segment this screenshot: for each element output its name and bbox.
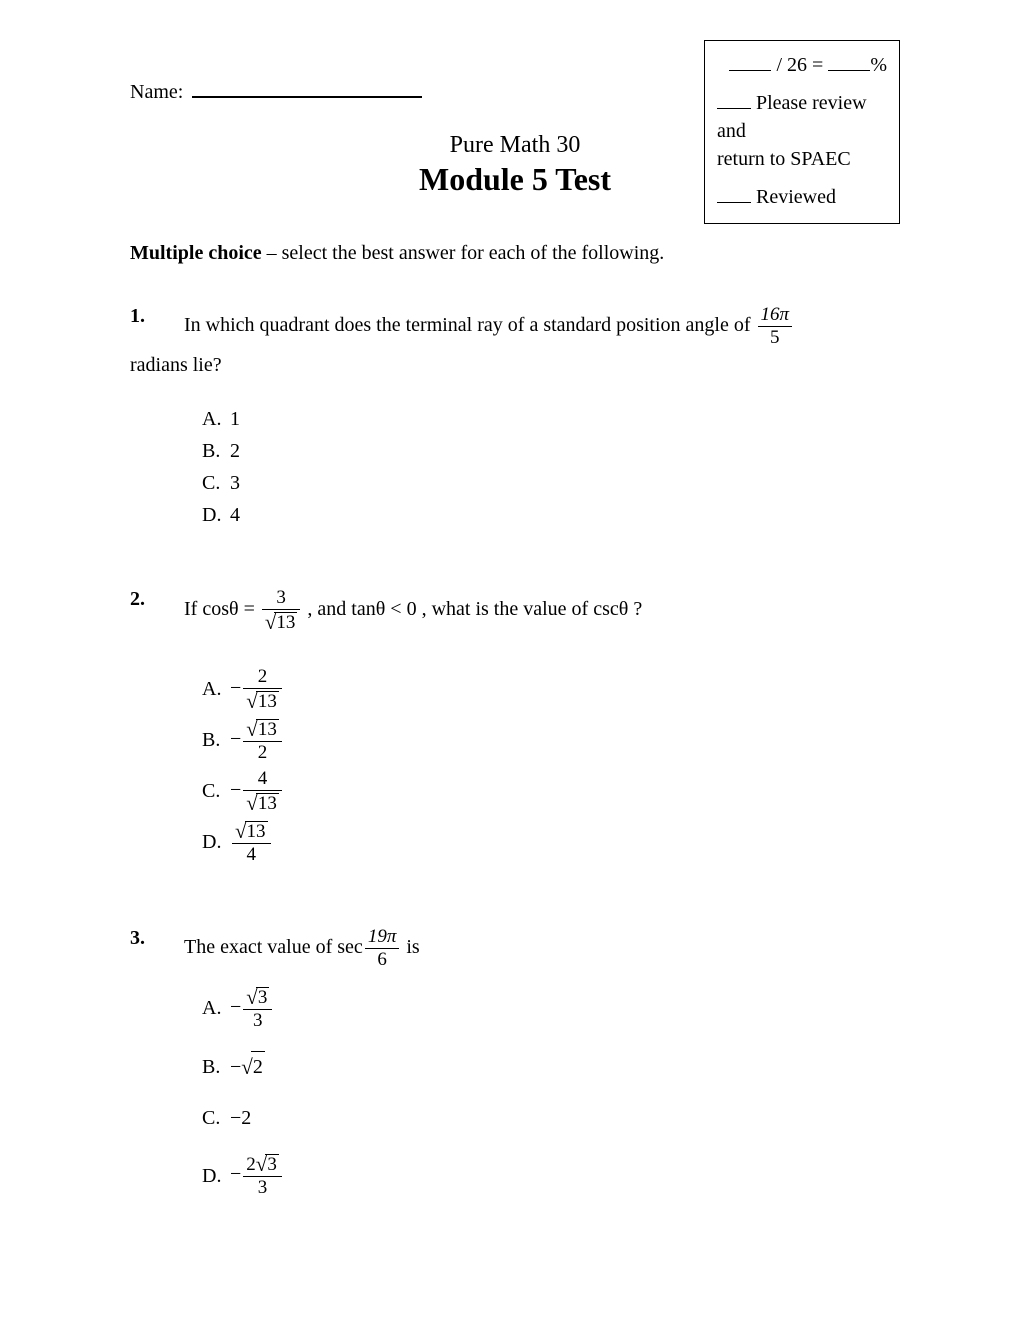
question-body: If cosθ = 3 √13 , and tanθ < 0 , what is… [184, 588, 900, 871]
question-number: 1. [130, 305, 184, 328]
review-line2: return to SPAEC [717, 145, 887, 173]
reviewed-check-blank[interactable] [717, 184, 751, 203]
score-total: 26 [787, 54, 807, 76]
instructions-bold: Multiple choice [130, 242, 262, 264]
choice-b[interactable]: B. −√132 [202, 718, 900, 763]
q1-line2: radians lie? [130, 350, 900, 380]
q3-sec: sec19π6 [337, 936, 406, 958]
choice-d[interactable]: D. −2√33 [202, 1153, 900, 1198]
choice-c[interactable]: C. −2 [202, 1103, 900, 1133]
name-blank[interactable] [192, 77, 422, 98]
choice-c[interactable]: C. −4√13 [202, 769, 900, 814]
score-blank[interactable] [729, 52, 771, 71]
q2-choices: A. −2√13 B. −√132 C. −4√13 D. √134 [202, 667, 900, 865]
choice-a[interactable]: A.1 [202, 404, 900, 434]
q1-text-pre: In which quadrant does the terminal ray … [184, 314, 756, 336]
review-check-blank[interactable] [717, 90, 751, 109]
q3-choices: A. −√33 B. −√2 C. −2 D. −2√33 [202, 986, 900, 1198]
question-body: In which quadrant does the terminal ray … [184, 305, 900, 532]
name-label: Name: [130, 81, 183, 103]
reviewed-row: Reviewed [717, 183, 887, 211]
question-number: 2. [130, 588, 184, 611]
question-number: 3. [130, 927, 184, 950]
q2-cos: cosθ = 3 √13 [202, 598, 307, 620]
choice-b[interactable]: B.2 [202, 436, 900, 466]
score-line[interactable]: / 26 = % [717, 51, 887, 79]
question-body: The exact value of sec19π6 is A. −√33 B.… [184, 927, 900, 1218]
question-3: 3. The exact value of sec19π6 is A. −√33… [130, 927, 900, 1218]
percent-sign: % [870, 54, 887, 76]
reviewed-label: Reviewed [756, 186, 836, 208]
instructions-rest: – select the best answer for each of the… [262, 242, 665, 264]
choice-d[interactable]: D.4 [202, 500, 900, 530]
question-2: 2. If cosθ = 3 √13 , and tanθ < 0 , what… [130, 588, 900, 871]
instructions: Multiple choice – select the best answer… [130, 242, 900, 265]
q1-choices: A.1 B.2 C.3 D.4 [202, 404, 900, 530]
score-divider: / [771, 54, 787, 76]
percent-blank[interactable] [828, 52, 870, 71]
q2-csc: cscθ [593, 598, 628, 620]
score-equals: = [807, 54, 828, 76]
question-1: 1. In which quadrant does the terminal r… [130, 305, 900, 532]
q1-fraction: 16π 5 [758, 305, 793, 348]
choice-d[interactable]: D. √134 [202, 820, 900, 865]
choice-c[interactable]: C.3 [202, 468, 900, 498]
choice-a[interactable]: A. −2√13 [202, 667, 900, 712]
q2-tan: tanθ < 0 [351, 598, 416, 620]
review-instructions: Please review and return to SPAEC [717, 89, 887, 173]
score-box: / 26 = % Please review and return to SPA… [704, 40, 900, 224]
page: / 26 = % Please review and return to SPA… [0, 0, 1020, 1258]
choice-a[interactable]: A. −√33 [202, 986, 900, 1031]
choice-b[interactable]: B. −√2 [202, 1051, 900, 1084]
